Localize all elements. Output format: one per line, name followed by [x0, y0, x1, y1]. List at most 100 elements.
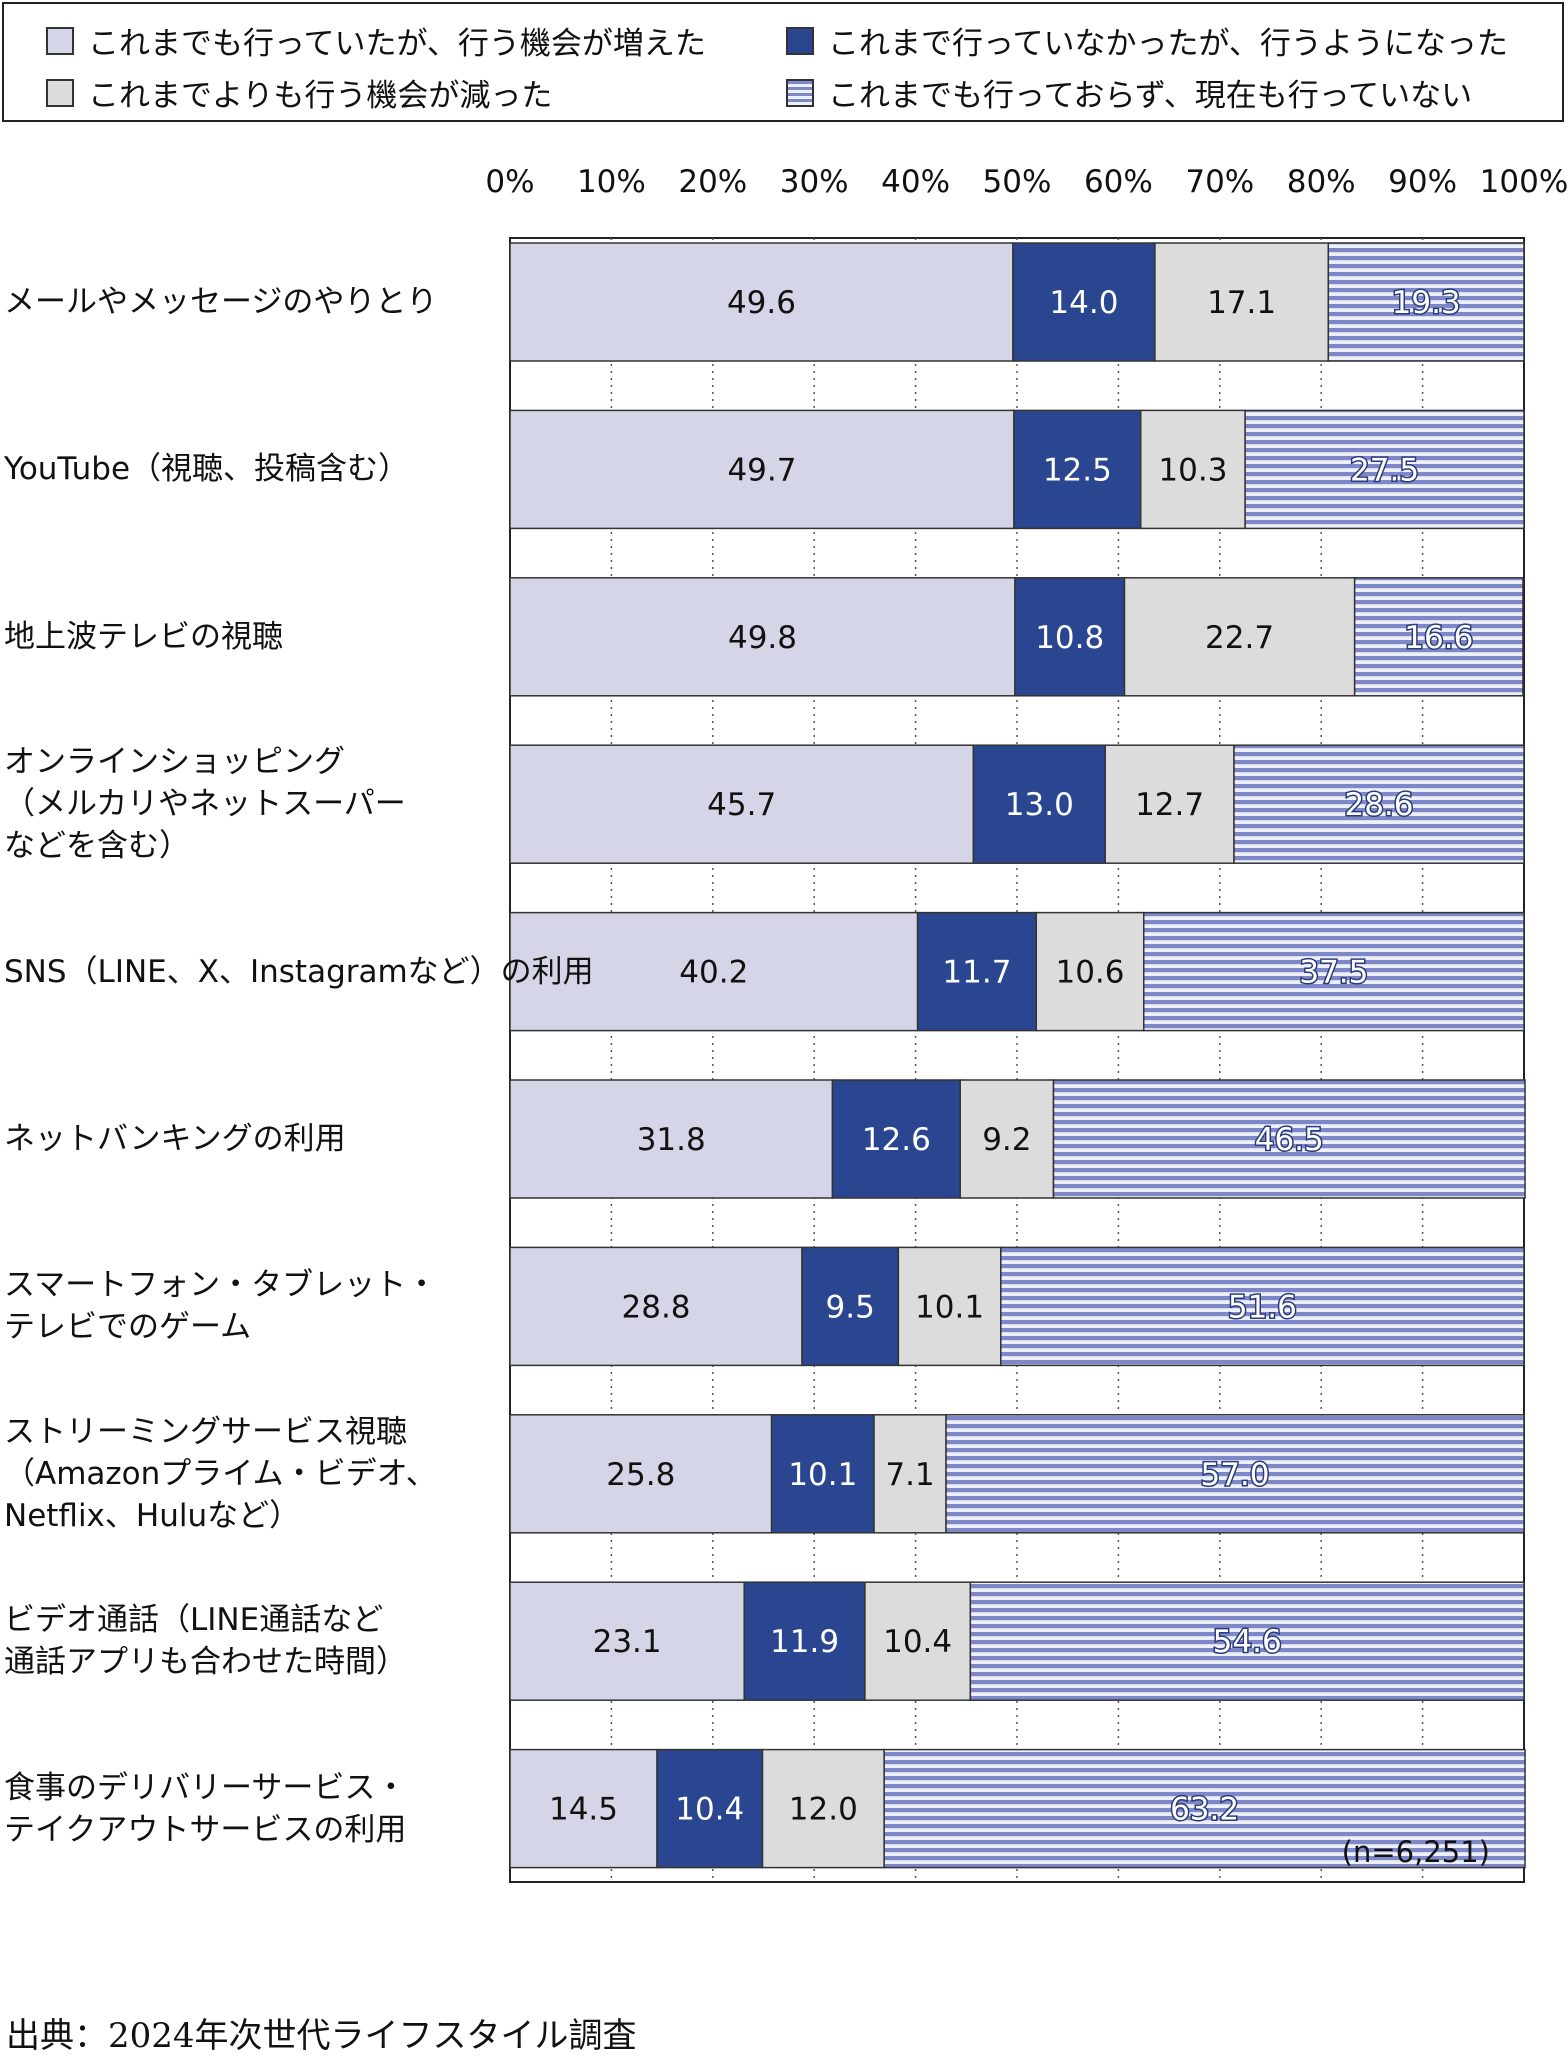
bar-segment [1233, 744, 1525, 864]
category-label-line: ビデオ通話（LINE通話など [4, 1602, 384, 1639]
data-label: 10.8 [1035, 620, 1104, 656]
data-label: 11.7 [942, 955, 1011, 991]
category-label: ネットバンキングの利用 [4, 1118, 504, 1160]
legend-label: これまでよりも行う機会が減った [88, 78, 553, 114]
data-label: 27.5 [1350, 452, 1419, 488]
x-tick-label: 90% [1388, 164, 1457, 200]
data-label: 17.1 [1207, 285, 1276, 321]
category-label: ストリーミングサービス視聴 （Amazonプライム・ビデオ、 Netflix、Hul… [4, 1411, 504, 1537]
x-tick-label: 60% [1084, 164, 1153, 200]
data-label: 7.1 [885, 1457, 934, 1493]
bar-segment [1154, 242, 1330, 362]
data-label: 63.2 [1170, 1792, 1239, 1828]
bar-segment [509, 1581, 745, 1701]
data-label: 22.7 [1205, 620, 1274, 656]
bar-segment [1123, 577, 1356, 697]
category-label: オンラインショッピング （メルカリやネットスーパー などを含む） [4, 741, 504, 867]
data-label: 49.7 [727, 452, 796, 488]
bar-segment [509, 577, 1016, 697]
data-label: 31.8 [637, 1122, 706, 1158]
legend-item: これまでよりも行う機会が減った [46, 70, 552, 115]
category-label-line: 地上波テレビの視聴 [4, 618, 283, 655]
legend-swatch [46, 26, 74, 55]
bar-segment [743, 1581, 866, 1701]
data-label: 12.5 [1043, 452, 1112, 488]
category-label-line: メールやメッセージのやりとり [4, 284, 438, 320]
x-tick-label: 70% [1185, 164, 1254, 200]
category-label-line: （メルカリやネットスーパー [4, 786, 406, 823]
data-label: 12.0 [789, 1792, 858, 1828]
bar-segment [945, 1414, 1525, 1534]
data-label: 40.2 [679, 955, 748, 991]
category-label-line: ネットバンキングの利用 [4, 1121, 346, 1157]
legend-swatch [786, 78, 814, 107]
bar-segment [509, 911, 919, 1032]
bar-segment [509, 1414, 773, 1534]
bar-segment [1013, 409, 1142, 530]
legend-swatch [46, 78, 74, 107]
bar-segment [1035, 911, 1145, 1032]
bar-segment [864, 1581, 972, 1701]
data-label: 28.8 [622, 1289, 691, 1325]
legend-item: これまでも行っておらず、現在も行っていない [786, 70, 1472, 115]
data-label: 12.6 [862, 1122, 931, 1158]
data-label: 46.5 [1255, 1122, 1324, 1158]
data-label: 14.5 [549, 1792, 618, 1828]
legend-label: これまでも行っていたが、行う機会が増えた [88, 26, 706, 62]
bar-segment [509, 1079, 834, 1199]
category-label-line: （Amazonプライム・ビデオ、 [4, 1455, 437, 1492]
category-label-line: 食事のデリバリーサービス・ [4, 1769, 407, 1806]
data-label: 12.7 [1135, 787, 1204, 823]
bar-segment [509, 409, 1015, 530]
category-label-line: YouTube（視聴、投稿含む） [4, 451, 410, 488]
data-label: 49.8 [728, 620, 797, 656]
category-label-line: テレビでのゲーム [4, 1309, 252, 1346]
data-label: 57.0 [1200, 1457, 1269, 1493]
legend-item: これまでも行っていたが、行う機会が増えた [46, 18, 706, 63]
data-label: 54.6 [1213, 1624, 1282, 1660]
category-label: YouTube（視聴、投稿含む） [4, 448, 504, 490]
bar-segment [969, 1581, 1525, 1701]
category-label-line: スマートフォン・タブレット・ [4, 1267, 438, 1304]
bar-segment [1000, 1246, 1525, 1367]
legend-swatch [786, 26, 814, 55]
category-label-line: などを含む） [4, 828, 190, 865]
bar-segment [1244, 409, 1525, 530]
x-tick-label: 10% [577, 164, 646, 200]
data-label: 10.6 [1055, 955, 1124, 991]
bar-segment [1014, 577, 1126, 697]
bar-segment [916, 911, 1038, 1032]
legend-label: これまで行っていなかったが、行うようになった [828, 26, 1508, 62]
bar-segment [1143, 911, 1525, 1032]
x-tick-label: 40% [881, 164, 950, 200]
source-citation: 出典：2024年次世代ライフスタイル調査 [6, 2016, 637, 2056]
category-label-line: 通話アプリも合わせた時間） [4, 1644, 407, 1681]
sample-size-note: (n=6,251) [1342, 1835, 1490, 1869]
data-label: 25.8 [606, 1457, 675, 1493]
category-label-line: Netflix、Huluなど） [4, 1497, 301, 1534]
category-label-line: SNS（LINE、X、Instagramなど）の利用 [4, 953, 594, 990]
data-label: 10.4 [883, 1624, 952, 1660]
data-label: 14.0 [1049, 285, 1118, 321]
data-label: 9.2 [982, 1122, 1031, 1158]
bar-segment [1139, 409, 1246, 530]
category-label: ビデオ通話（LINE通話など 通話アプリも合わせた時間） [4, 1599, 504, 1683]
data-label: 10.4 [675, 1792, 744, 1828]
bar-segment [897, 1246, 1002, 1367]
data-label: 16.6 [1404, 620, 1473, 656]
data-label: 10.3 [1158, 452, 1227, 488]
data-label: 49.6 [727, 285, 796, 321]
data-label: 10.1 [915, 1289, 984, 1325]
bar-segment [959, 1079, 1055, 1199]
bar-segment [873, 1414, 947, 1534]
x-tick-label: 0% [485, 164, 534, 200]
data-label: 13.0 [1005, 787, 1074, 823]
category-label-line: ストリーミングサービス視聴 [4, 1413, 407, 1450]
x-tick-label: 80% [1287, 164, 1356, 200]
bar-segment [1012, 242, 1156, 362]
legend-label: これまでも行っておらず、現在も行っていない [828, 78, 1473, 114]
bar-segment [831, 1079, 961, 1199]
data-label: 37.5 [1299, 955, 1368, 991]
data-label: 28.6 [1344, 787, 1413, 823]
bar-segment [1327, 242, 1525, 362]
